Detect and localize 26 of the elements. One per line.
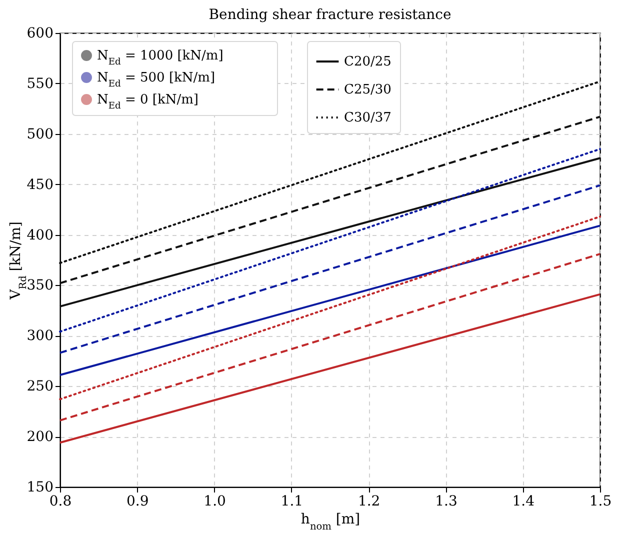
x-tick-label: 1.4 <box>512 494 535 510</box>
legend-label: N$_{Ed}$ = 0 [kN/m] <box>97 92 199 112</box>
legend-label: C30/37 <box>344 110 392 126</box>
x-tick-label: 0.8 <box>49 494 72 510</box>
y-tick-label: 150 <box>26 480 54 496</box>
x-tick-label: 0.9 <box>126 494 149 510</box>
x-tick-label: 1.0 <box>204 494 226 510</box>
x-tick-label: 1.1 <box>280 494 304 510</box>
legend-label: N$_{Ed}$ = 1000 [kN/m] <box>97 48 224 68</box>
y-tick-label: 600 <box>26 26 54 42</box>
x-tick-label: 1.5 <box>589 494 612 510</box>
y-tick-label: 350 <box>26 278 54 294</box>
x-tick-label: 1.2 <box>358 494 380 510</box>
chart-title: Bending shear fracture resistance <box>208 7 452 23</box>
legend-label: C25/30 <box>344 82 392 98</box>
y-tick-label: 450 <box>26 176 54 193</box>
y-tick-label: 500 <box>26 126 54 142</box>
legend-label: C20/25 <box>344 54 392 70</box>
y-tick-label: 550 <box>26 76 54 92</box>
legend-label: N$_{Ed}$ = 500 [kN/m] <box>97 70 216 90</box>
y-tick-label: 250 <box>26 378 54 395</box>
y-tick-label: 200 <box>26 429 54 446</box>
x-tick-label: 1.3 <box>435 494 458 510</box>
y-tick-label: 400 <box>26 227 54 244</box>
y-tick-label: 300 <box>26 328 54 344</box>
x-axis-title: h$_{nom}$ [m] <box>300 512 360 532</box>
